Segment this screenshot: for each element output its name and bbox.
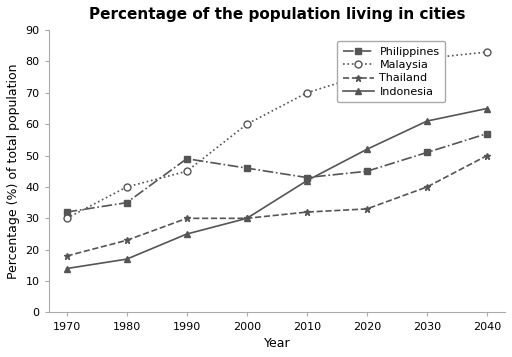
Y-axis label: Percentage (%) of total population: Percentage (%) of total population bbox=[7, 64, 20, 279]
Title: Percentage of the population living in cities: Percentage of the population living in c… bbox=[89, 7, 465, 22]
Legend: Philippines, Malaysia, Thailand, Indonesia: Philippines, Malaysia, Thailand, Indones… bbox=[337, 41, 445, 102]
X-axis label: Year: Year bbox=[264, 337, 290, 350]
